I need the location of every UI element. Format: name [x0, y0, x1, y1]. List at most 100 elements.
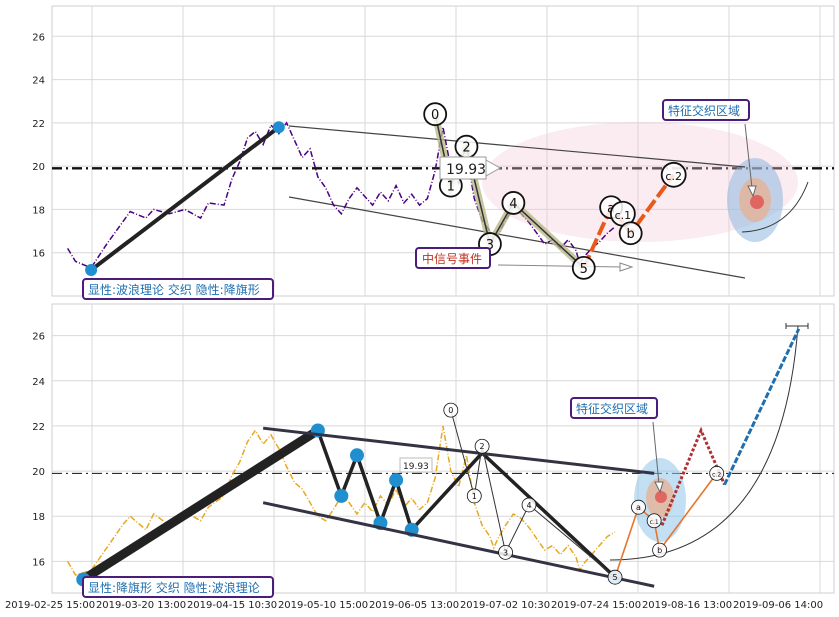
x-tick-label: 2019-09-06 14:00	[733, 600, 823, 611]
x-tick-label: 2019-07-02 10:30	[460, 600, 550, 611]
flag-pole	[80, 426, 321, 584]
flag-path	[316, 429, 617, 579]
x-tick-label: 2019-05-10 15:00	[278, 600, 368, 611]
top-pink-zone	[482, 122, 798, 242]
wave-marker	[423, 102, 448, 127]
wave-marker-label: a	[636, 503, 641, 512]
wave-marker	[466, 488, 482, 504]
wave-marker-label: c.2	[712, 471, 721, 478]
wave-marker-label: c.2	[665, 170, 682, 183]
price-line	[66, 425, 616, 576]
pivot-point	[389, 473, 404, 488]
top-channel-lower	[288, 196, 746, 279]
y-tick-label: 16	[32, 249, 45, 260]
wave-marker	[631, 499, 646, 515]
x-tick-label: 2019-06-05 13:00	[369, 600, 459, 611]
y-tick-label: 24	[32, 377, 45, 388]
wave-marker	[521, 497, 537, 513]
bottom-wave-overlays: 0 1 2 3 4 5 a c.1 b c.2	[76, 328, 801, 588]
pivot-point	[85, 264, 98, 277]
top-event-label: 中信号事件	[422, 251, 482, 266]
top-caption: 显性:波浪理论 交织 隐性:降旗形	[88, 282, 260, 297]
wave-marker	[652, 542, 668, 558]
top-overlays	[288, 122, 809, 279]
wave-marker-label: 1	[447, 180, 455, 195]
y-tick-label: 26	[32, 332, 45, 343]
top-zone-arrowhead	[747, 185, 757, 198]
top-caption-box	[82, 278, 274, 300]
bottom-price-label: 19.93	[403, 462, 429, 472]
y-tick-label: 20	[32, 162, 45, 173]
top-projection-curve	[741, 181, 809, 233]
wave-marker	[618, 221, 643, 246]
wave-marker-label: 4	[509, 197, 517, 212]
pivot-point	[272, 121, 285, 134]
bottom-zone-arrow	[652, 421, 660, 485]
channel-lower	[262, 501, 655, 588]
pivot-point	[349, 448, 364, 463]
y-tick-label: 22	[32, 119, 45, 130]
y-tick-label: 20	[32, 467, 45, 478]
wave-path	[450, 409, 616, 578]
channel-upper	[262, 426, 655, 475]
wave-marker-label: b	[627, 227, 635, 242]
wave-marker-label: 2	[462, 141, 470, 156]
bottom-price-label-box	[399, 457, 433, 473]
bottom-zone-label: 特征交织区域	[576, 401, 648, 416]
x-tick-label: 2019-08-16 13:00	[642, 600, 732, 611]
top-event-arrow	[497, 264, 623, 268]
wave-marker	[709, 465, 725, 481]
wave-marker-label: 5	[612, 573, 617, 582]
y-tick-label: 18	[32, 512, 45, 523]
bottom-caption: 显性:降旗形 交织 隐性:波浪理论	[88, 580, 260, 595]
bottom-zone-label-box	[570, 397, 658, 419]
wave-marker	[660, 161, 687, 188]
top-price-label: 19.93	[446, 162, 486, 178]
wave-marker-label: 0	[448, 406, 453, 415]
price-line	[66, 121, 616, 269]
wave-marker	[646, 513, 662, 529]
x-tick-label: 2019-04-15 10:30	[187, 600, 277, 611]
x-axis-ticks: 2019-02-25 15:00 2019-03-20 13:00 2019-04-…	[5, 600, 823, 611]
wave-marker-label: c.1	[650, 519, 659, 526]
wave-marker-label: 5	[580, 262, 588, 277]
y-tick-label: 16	[32, 557, 45, 568]
wave-marker	[571, 255, 596, 280]
wave-marker-label: 2	[480, 442, 485, 451]
top-zone-arrow	[744, 123, 753, 189]
wave-marker-label: 1	[472, 492, 477, 501]
trend-segment	[89, 125, 280, 272]
y-tick-label: 22	[32, 422, 45, 433]
x-tick-label: 2019-07-24 15:00	[551, 600, 641, 611]
bottom-red-dot	[655, 491, 667, 503]
wave-marker-label: 0	[431, 108, 439, 123]
wave-marker-label: 3	[503, 548, 508, 557]
top-zone-label-box	[662, 99, 750, 121]
wave-marker	[501, 191, 526, 215]
top-channel-upper	[288, 125, 746, 168]
wave-marker-label: 4	[526, 501, 531, 510]
wave-marker-label: b	[657, 546, 662, 555]
top-event-label-box	[415, 247, 491, 269]
y-tick-label: 24	[32, 76, 45, 87]
wave-marker	[474, 438, 490, 454]
top-red-dot	[750, 195, 764, 209]
x-tick-label: 2019-02-25 15:00	[5, 600, 95, 611]
bottom-projection-curve	[609, 325, 799, 561]
bottom-price-series	[66, 425, 616, 576]
wave-marker	[443, 402, 459, 418]
top-event-arrowhead	[619, 262, 634, 272]
bottom-zone-arrowhead	[654, 481, 664, 494]
annotation-labels: 19.93 特征交织区域 中信号事件 显性:波浪理论 交织 隐性:降旗形 19.…	[82, 99, 750, 598]
wave-marker-label: 3	[486, 238, 494, 253]
projection-blue	[723, 328, 801, 486]
wave-marker	[607, 569, 623, 585]
top-zone-label: 特征交织区域	[668, 103, 740, 118]
y-tick-label: 18	[32, 205, 45, 216]
bottom-caption-box	[82, 576, 274, 598]
wave-marker	[498, 544, 513, 560]
top-price-series	[66, 121, 616, 269]
y-tick-label: 26	[32, 32, 45, 43]
top-price-label-pointer	[485, 159, 502, 177]
